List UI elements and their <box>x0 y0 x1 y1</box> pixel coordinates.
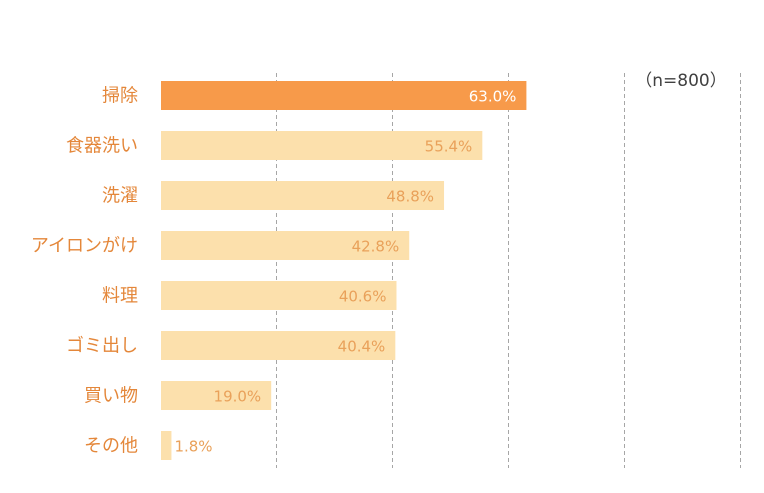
value-labels: 63.0% 55.4% 48.8% 42.8% 40.6% 40.4% 19.0% 1.8% <box>174 88 516 456</box>
category-label: その他 <box>84 436 138 457</box>
category-label: 料理 <box>102 286 138 307</box>
value-label: 40.4% <box>338 338 386 356</box>
bar <box>161 131 483 160</box>
bar <box>161 181 445 210</box>
category-label: 洗濯 <box>102 186 138 207</box>
bar <box>161 331 396 360</box>
value-label: 55.4% <box>425 138 473 156</box>
category-label: ゴミ出し <box>66 336 138 357</box>
value-label: 1.8% <box>174 438 212 456</box>
value-label: 63.0% <box>469 88 517 106</box>
bars <box>161 81 527 460</box>
bar <box>161 381 272 410</box>
bar <box>161 431 172 460</box>
category-label: 買い物 <box>84 386 138 407</box>
category-label: 掃除 <box>102 86 138 107</box>
category-label: 食器洗い <box>66 136 138 157</box>
value-label: 19.0% <box>214 388 262 406</box>
sample-size-annotation: （n=800） <box>635 71 726 91</box>
value-label: 40.6% <box>339 288 387 306</box>
value-label: 48.8% <box>386 188 434 206</box>
bar <box>161 81 527 110</box>
value-label: 42.8% <box>352 238 400 256</box>
bar <box>161 231 410 260</box>
category-label: アイロンがけ <box>31 236 138 257</box>
bar <box>161 281 397 310</box>
